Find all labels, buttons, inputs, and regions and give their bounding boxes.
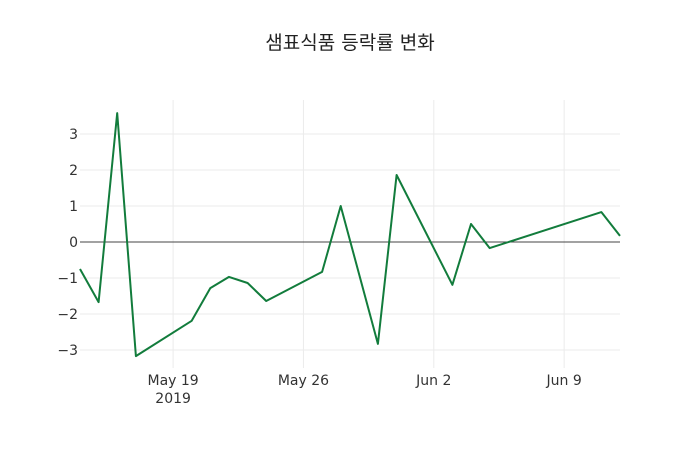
x-tick-label: Jun 9: [546, 373, 582, 389]
x-tick-label: May 19: [147, 373, 198, 389]
y-tick-label: −3: [57, 343, 78, 359]
y-tick-label: 0: [69, 235, 78, 251]
x-tick-label: Jun 2: [415, 373, 451, 389]
y-tick-label: −2: [57, 307, 78, 323]
x-tick-year: 2019: [155, 391, 191, 407]
chart-title: 샘표식품 등락률 변화: [265, 32, 434, 54]
x-axis: May 19 2019 May 26 Jun 2 Jun 9: [147, 373, 581, 407]
x-tick-label: May 26: [278, 373, 329, 389]
y-tick-label: 2: [69, 163, 78, 179]
y-tick-label: 3: [69, 127, 78, 143]
y-tick-label: 1: [69, 199, 78, 215]
series-line: [79, 112, 621, 358]
y-tick-label: −1: [57, 271, 78, 287]
gridlines: [80, 100, 620, 368]
y-axis: 3 2 1 0 −1 −2 −3: [57, 127, 78, 359]
